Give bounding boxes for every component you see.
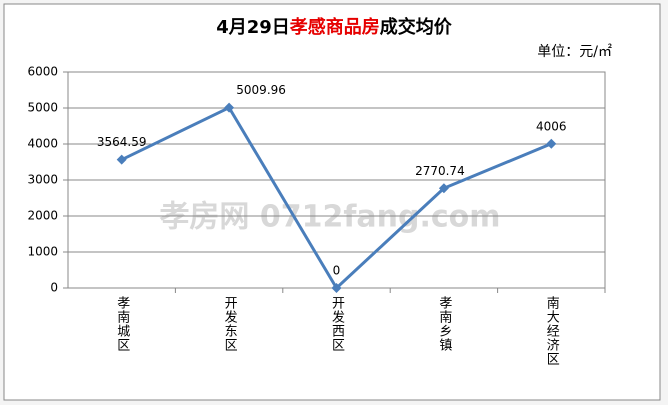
data-label: 2770.74 <box>415 164 465 178</box>
y-tick-label: 0 <box>50 281 58 295</box>
marker <box>116 154 127 165</box>
title-part: 成交均价 <box>380 16 453 38</box>
marker <box>438 183 449 194</box>
data-label: 4006 <box>536 119 567 133</box>
title-part: 孝感商品房 <box>289 16 380 38</box>
chart-title: 4月29日孝感商品房成交均价 <box>216 16 453 38</box>
y-tick-label: 3000 <box>27 173 58 187</box>
x-tick-label: 南大经济区 <box>544 295 560 366</box>
data-label: 0 <box>333 264 341 278</box>
data-label: 5009.96 <box>236 83 286 97</box>
y-tick-label: 4000 <box>27 137 58 151</box>
y-tick-label: 1000 <box>27 245 58 259</box>
unit-label: 单位：元/㎡ <box>537 44 612 60</box>
title-part: 4月29日 <box>216 17 290 38</box>
x-tick-label: 开发东区 <box>222 296 238 352</box>
data-label: 3564.59 <box>97 135 147 149</box>
watermark: 孝房网 0712fang.com <box>159 200 500 235</box>
y-tick-label: 2000 <box>27 209 58 223</box>
marker <box>224 102 235 113</box>
x-tick-label: 孝南乡镇 <box>436 296 452 352</box>
y-tick-label: 6000 <box>27 65 58 79</box>
marker <box>546 138 557 149</box>
y-tick-label: 5000 <box>27 101 58 115</box>
x-tick-label: 开发西区 <box>329 296 345 352</box>
x-tick-label: 孝南城区 <box>114 296 130 352</box>
marker <box>331 283 342 293</box>
